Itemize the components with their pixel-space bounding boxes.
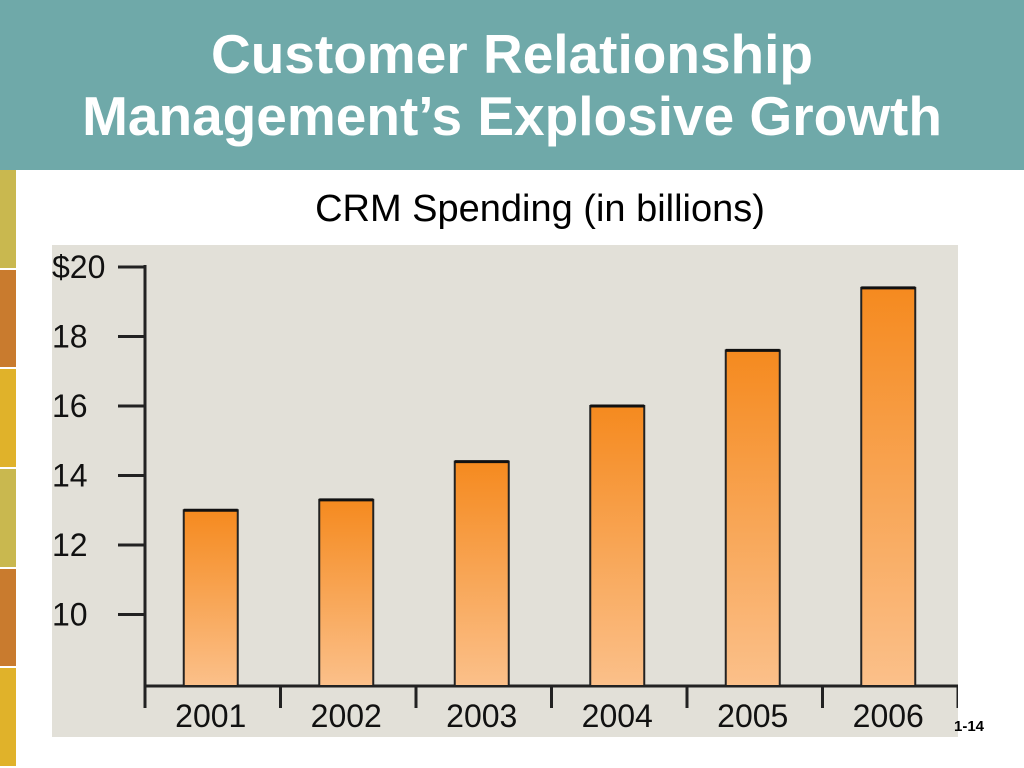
y-tick-label: $20 xyxy=(52,249,105,285)
bar-2004 xyxy=(589,405,646,687)
chart-title: CRM Spending (in billions) xyxy=(315,188,765,230)
bar-2002 xyxy=(318,498,375,687)
side-strip-segment xyxy=(0,269,16,370)
title-bar: Customer Relationship Management’s Explo… xyxy=(0,0,1024,170)
side-strip-segment xyxy=(0,170,16,270)
bar-2003 xyxy=(453,460,510,687)
y-tick-label: 12 xyxy=(52,527,88,563)
x-category-label: 2006 xyxy=(853,698,924,734)
x-category-label: 2005 xyxy=(717,698,788,734)
x-category-label: 2002 xyxy=(311,698,382,734)
slide-title-line-1: Customer Relationship xyxy=(210,23,814,85)
decorative-side-strip xyxy=(0,170,16,768)
bar-2005 xyxy=(724,349,781,688)
side-strip-segment xyxy=(0,469,16,569)
y-tick-label: 10 xyxy=(52,597,88,633)
x-category-label: 2001 xyxy=(175,698,246,734)
y-tick-label: 16 xyxy=(52,388,88,424)
y-tick-label: 14 xyxy=(52,458,88,494)
slide-page-number: 1-14 xyxy=(954,718,985,735)
side-strip-segment xyxy=(0,369,16,470)
side-strip-segment xyxy=(0,568,16,669)
slide-title-line-2: Management’s Explosive Growth xyxy=(82,85,942,147)
crm-spending-bar-chart: 10 12 14 16 18 $20 2001 2002 2003 2004 2005 2006 xyxy=(52,245,958,737)
x-category-label: 2003 xyxy=(446,698,517,734)
y-tick-label: 18 xyxy=(52,319,88,355)
bar-2001 xyxy=(182,509,239,687)
bar-2006 xyxy=(860,286,917,687)
side-strip-segment xyxy=(0,668,16,768)
x-category-label: 2004 xyxy=(582,698,653,734)
